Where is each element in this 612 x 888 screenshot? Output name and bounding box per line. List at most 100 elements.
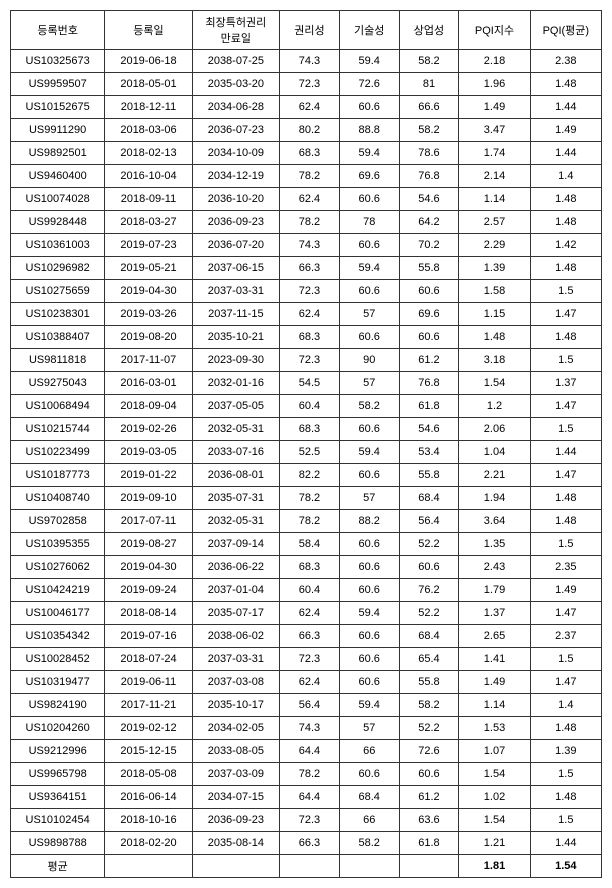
cell: 60.6 bbox=[339, 763, 399, 786]
cell: 59.4 bbox=[339, 257, 399, 280]
cell: 2036-10-20 bbox=[192, 188, 279, 211]
cell: 2036-09-23 bbox=[192, 211, 279, 234]
table-row: US98925012018-02-132034-10-0968.359.478.… bbox=[11, 142, 602, 165]
table-row: US99284482018-03-272036-09-2378.27864.22… bbox=[11, 211, 602, 234]
cell: 1.58 bbox=[459, 280, 530, 303]
cell: 1.37 bbox=[530, 372, 601, 395]
cell: 1.79 bbox=[459, 579, 530, 602]
cell: 57 bbox=[339, 717, 399, 740]
cell: 2019-03-05 bbox=[105, 441, 192, 464]
cell: 2017-11-21 bbox=[105, 694, 192, 717]
cell: 62.4 bbox=[280, 671, 340, 694]
cell: 2032-05-31 bbox=[192, 510, 279, 533]
cell: 2016-03-01 bbox=[105, 372, 192, 395]
cell: 1.94 bbox=[459, 487, 530, 510]
table-row: US93641512016-06-142034-07-1564.468.461.… bbox=[11, 786, 602, 809]
cell: US10319477 bbox=[11, 671, 105, 694]
cell: 2.29 bbox=[459, 234, 530, 257]
cell: 60.4 bbox=[280, 579, 340, 602]
table-row: US103610032019-07-232036-07-2074.360.670… bbox=[11, 234, 602, 257]
cell: 2018-05-08 bbox=[105, 763, 192, 786]
cell: US10028452 bbox=[11, 648, 105, 671]
footer-blank bbox=[105, 855, 192, 878]
cell: 2035-07-31 bbox=[192, 487, 279, 510]
cell: 1.48 bbox=[530, 717, 601, 740]
cell: 69.6 bbox=[399, 303, 459, 326]
cell: 2018-03-06 bbox=[105, 119, 192, 142]
cell: US10395355 bbox=[11, 533, 105, 556]
cell: US10102454 bbox=[11, 809, 105, 832]
cell: 2018-12-11 bbox=[105, 96, 192, 119]
cell: 2018-02-13 bbox=[105, 142, 192, 165]
cell: 58.2 bbox=[339, 832, 399, 855]
cell: 2018-10-16 bbox=[105, 809, 192, 832]
cell: 2037-03-31 bbox=[192, 648, 279, 671]
cell: 1.4 bbox=[530, 694, 601, 717]
cell: 68.4 bbox=[399, 625, 459, 648]
cell: 2037-11-15 bbox=[192, 303, 279, 326]
cell: 1.48 bbox=[530, 786, 601, 809]
cell: 1.47 bbox=[530, 303, 601, 326]
col-header-2: 최장특허권리만료일 bbox=[192, 11, 279, 50]
table-row: US97028582017-07-112032-05-3178.288.256.… bbox=[11, 510, 602, 533]
cell: 60.6 bbox=[339, 326, 399, 349]
cell: 62.4 bbox=[280, 96, 340, 119]
cell: 61.2 bbox=[399, 349, 459, 372]
cell: US10187773 bbox=[11, 464, 105, 487]
cell: 2037-03-31 bbox=[192, 280, 279, 303]
cell: 1.54 bbox=[459, 809, 530, 832]
cell: 80.2 bbox=[280, 119, 340, 142]
cell: 3.64 bbox=[459, 510, 530, 533]
cell: 1.5 bbox=[530, 418, 601, 441]
cell: 72.6 bbox=[399, 740, 459, 763]
cell: 1.48 bbox=[530, 487, 601, 510]
cell: 56.4 bbox=[399, 510, 459, 533]
cell: 1.37 bbox=[459, 602, 530, 625]
cell: 59.4 bbox=[339, 50, 399, 73]
cell: 1.48 bbox=[530, 211, 601, 234]
table-row: US101877732019-01-222036-08-0182.260.655… bbox=[11, 464, 602, 487]
cell: 2035-03-20 bbox=[192, 73, 279, 96]
cell: 78.2 bbox=[280, 165, 340, 188]
cell: 90 bbox=[339, 349, 399, 372]
cell: 1.5 bbox=[530, 280, 601, 303]
table-row: US98241902017-11-212035-10-1756.459.458.… bbox=[11, 694, 602, 717]
cell: 2.65 bbox=[459, 625, 530, 648]
cell: 52.2 bbox=[399, 533, 459, 556]
cell: 2.57 bbox=[459, 211, 530, 234]
cell: 61.8 bbox=[399, 832, 459, 855]
cell: US9824190 bbox=[11, 694, 105, 717]
cell: 2.37 bbox=[530, 625, 601, 648]
cell: 2.35 bbox=[530, 556, 601, 579]
cell: 60.6 bbox=[339, 533, 399, 556]
cell: 52.2 bbox=[399, 602, 459, 625]
cell: 1.47 bbox=[530, 671, 601, 694]
cell: 64.2 bbox=[399, 211, 459, 234]
cell: US10276062 bbox=[11, 556, 105, 579]
cell: 3.47 bbox=[459, 119, 530, 142]
cell: 1.02 bbox=[459, 786, 530, 809]
cell: 60.6 bbox=[339, 464, 399, 487]
cell: US10424219 bbox=[11, 579, 105, 602]
cell: 1.2 bbox=[459, 395, 530, 418]
cell: 57 bbox=[339, 487, 399, 510]
table-row: US92129962015-12-152033-08-0564.46672.61… bbox=[11, 740, 602, 763]
cell: 1.04 bbox=[459, 441, 530, 464]
cell: 72.3 bbox=[280, 73, 340, 96]
cell: 66.3 bbox=[280, 832, 340, 855]
cell: 1.07 bbox=[459, 740, 530, 763]
cell: 2035-07-17 bbox=[192, 602, 279, 625]
table-row: US100684942018-09-042037-05-0560.458.261… bbox=[11, 395, 602, 418]
cell: 66.6 bbox=[399, 96, 459, 119]
cell: 76.8 bbox=[399, 372, 459, 395]
table-row: US99595072018-05-012035-03-2072.372.6811… bbox=[11, 73, 602, 96]
cell: 2037-05-05 bbox=[192, 395, 279, 418]
cell: 1.14 bbox=[459, 188, 530, 211]
cell: 58.2 bbox=[399, 50, 459, 73]
table-row: US104242192019-09-242037-01-0460.460.676… bbox=[11, 579, 602, 602]
cell: 1.42 bbox=[530, 234, 601, 257]
cell: 2034-06-28 bbox=[192, 96, 279, 119]
cell: 66.3 bbox=[280, 257, 340, 280]
cell: 68.4 bbox=[339, 786, 399, 809]
cell: 2016-10-04 bbox=[105, 165, 192, 188]
